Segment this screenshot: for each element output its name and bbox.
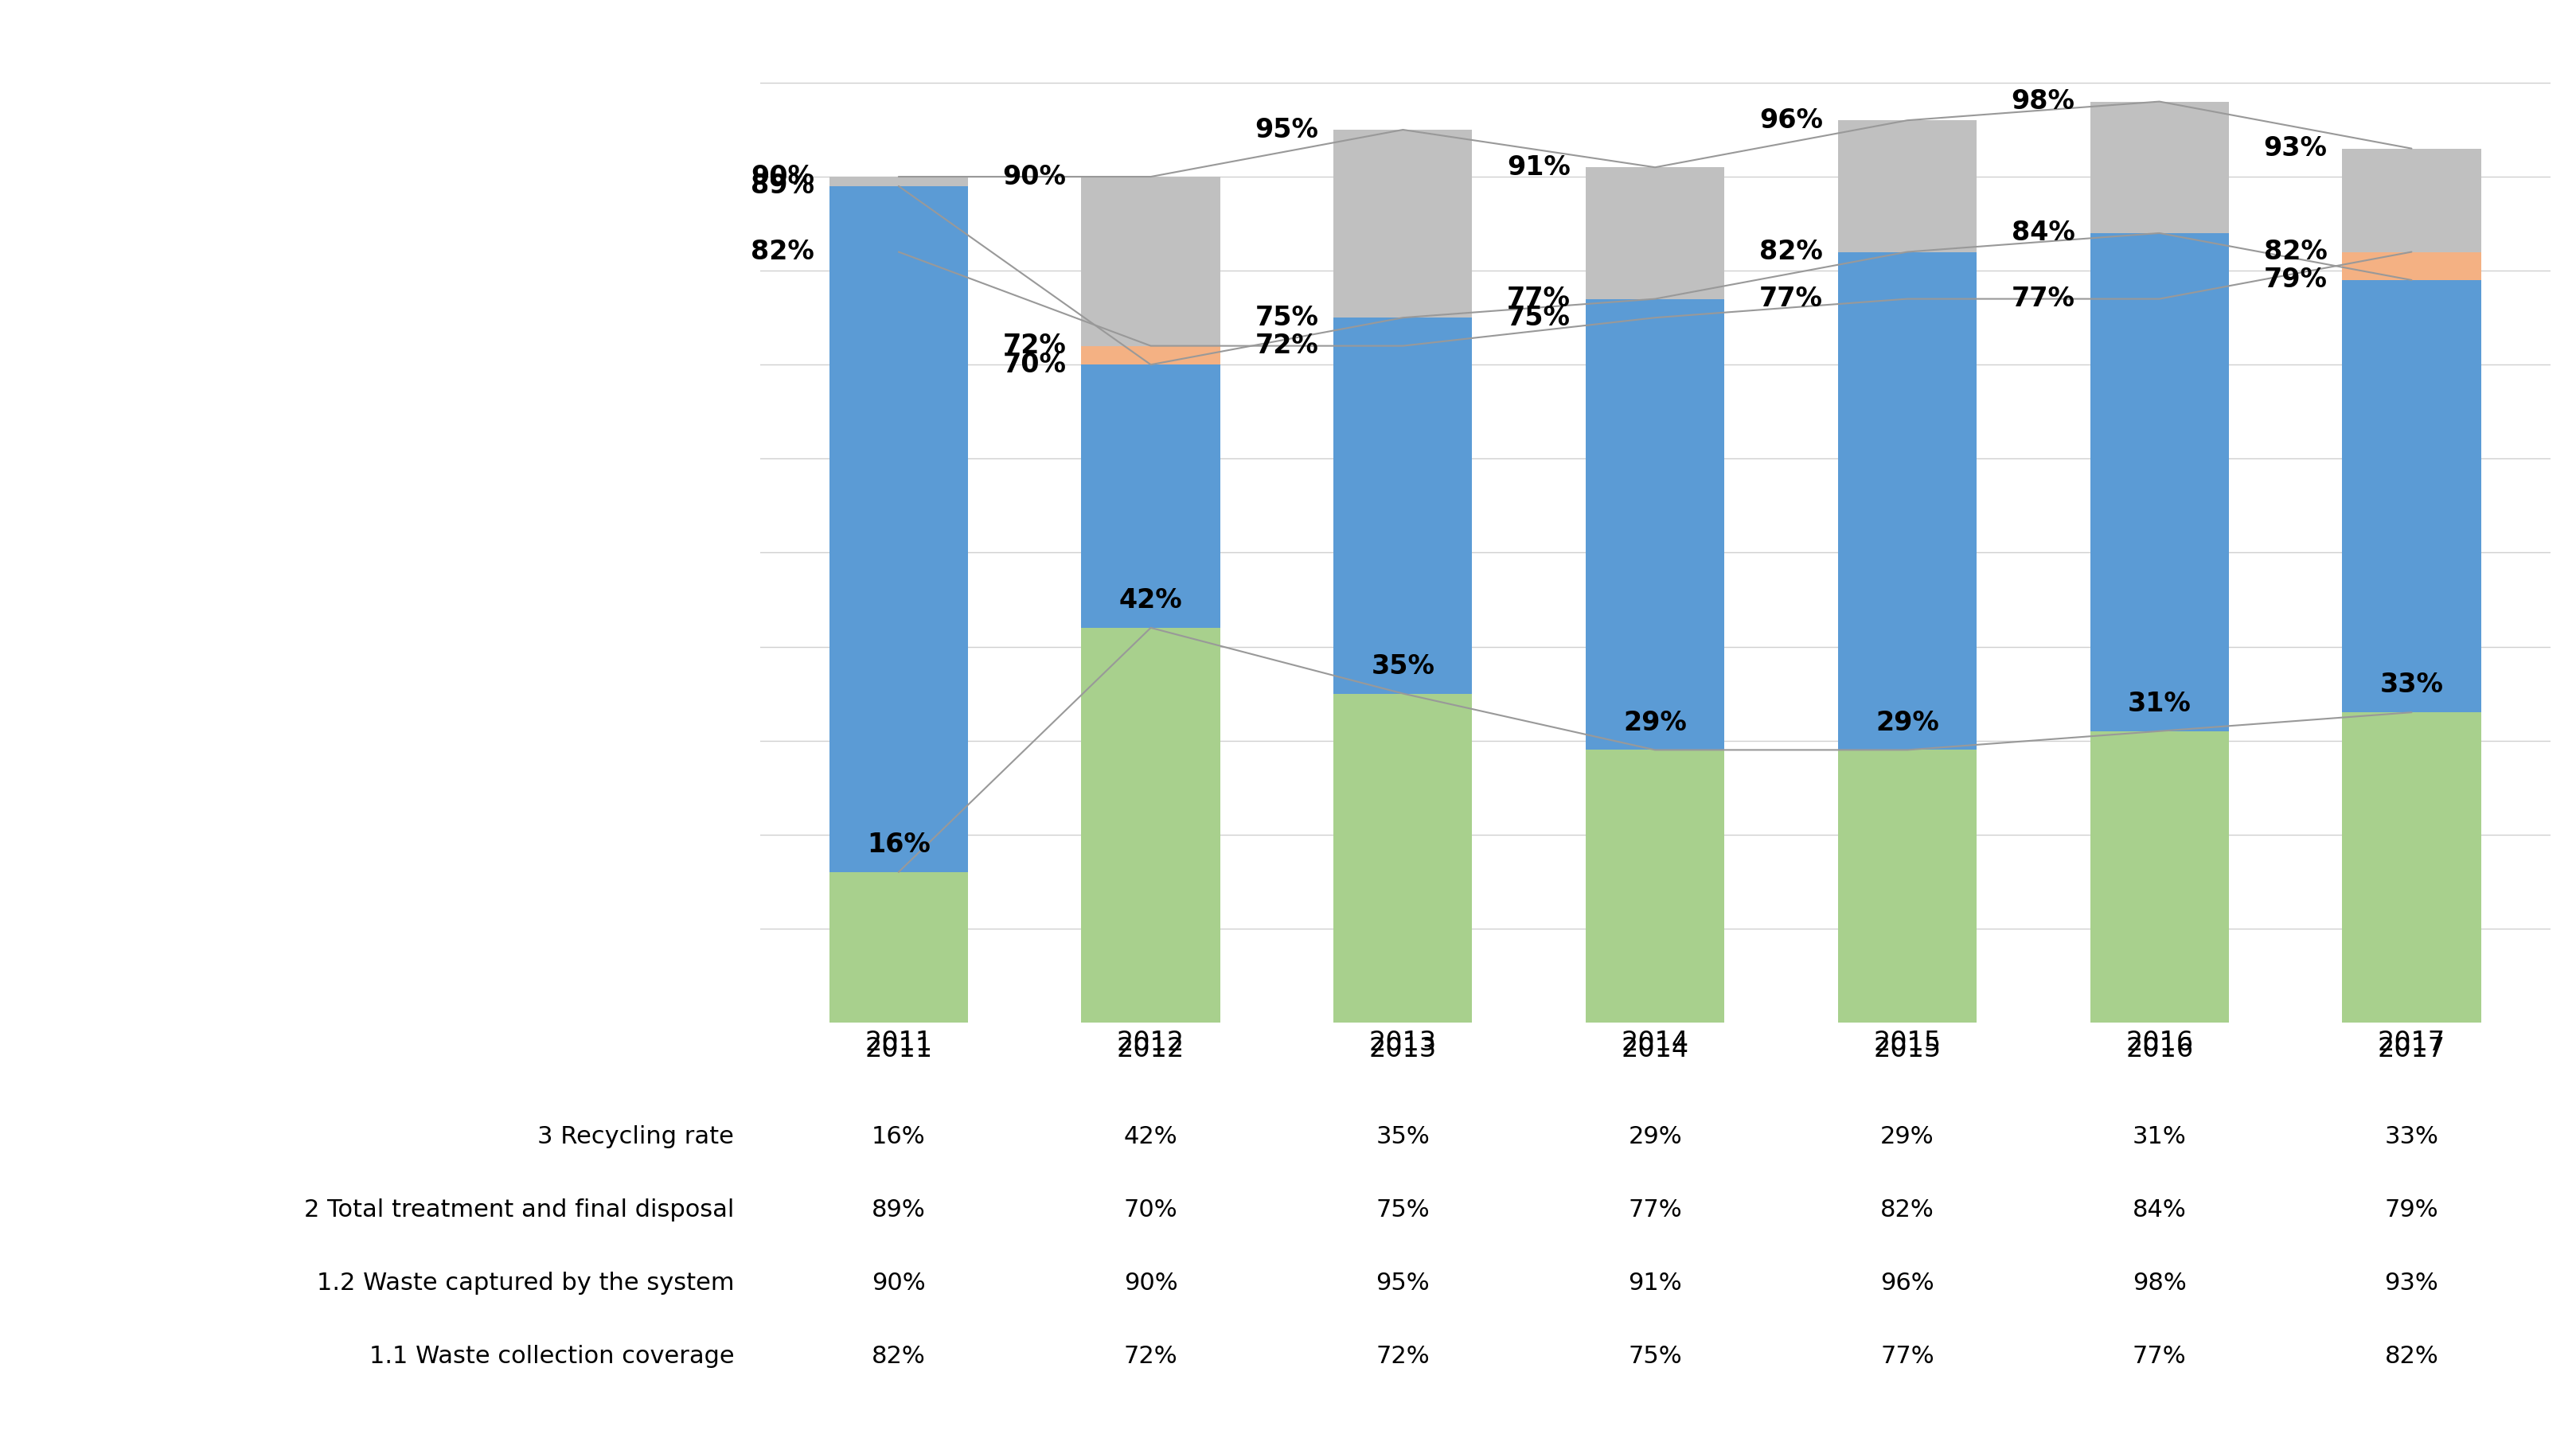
Text: 77%: 77% xyxy=(1507,286,1571,312)
Text: 90%: 90% xyxy=(1002,163,1066,190)
Bar xyxy=(2089,731,2228,1022)
Text: 72%: 72% xyxy=(1002,333,1066,359)
Bar xyxy=(1837,299,1976,1022)
Bar xyxy=(1334,694,1473,1022)
Text: 98%: 98% xyxy=(2012,89,2074,114)
Text: 77%: 77% xyxy=(2012,286,2074,312)
Bar xyxy=(2342,252,2481,1022)
Text: 16%: 16% xyxy=(871,1125,925,1148)
Text: 82%: 82% xyxy=(2385,1346,2439,1369)
Text: 89%: 89% xyxy=(750,173,814,199)
Bar xyxy=(1082,177,1221,1022)
Text: 42%: 42% xyxy=(1123,1125,1177,1148)
Text: 72%: 72% xyxy=(1376,1346,1430,1369)
Bar xyxy=(1587,317,1723,1022)
Text: 75%: 75% xyxy=(1376,1198,1430,1221)
Text: 96%: 96% xyxy=(1759,107,1824,133)
Text: 75%: 75% xyxy=(1507,305,1571,330)
Bar xyxy=(1587,167,1723,1022)
Text: 90%: 90% xyxy=(871,1271,925,1294)
Text: 72%: 72% xyxy=(1123,1346,1177,1369)
Bar xyxy=(1082,365,1221,1022)
Text: 93%: 93% xyxy=(2385,1271,2439,1294)
Text: 79%: 79% xyxy=(2385,1198,2439,1221)
Bar xyxy=(829,872,969,1022)
Bar xyxy=(1587,299,1723,1022)
Text: 84%: 84% xyxy=(2012,220,2074,246)
Text: 35%: 35% xyxy=(1370,654,1435,679)
Bar xyxy=(1587,749,1723,1022)
Text: 3 Recycling rate: 3 Recycling rate xyxy=(538,1125,734,1148)
Text: 33%: 33% xyxy=(2380,672,2445,698)
Text: 70%: 70% xyxy=(1123,1198,1177,1221)
Text: 2015: 2015 xyxy=(1873,1030,1942,1055)
Text: 29%: 29% xyxy=(1628,1125,1682,1148)
Bar xyxy=(2089,299,2228,1022)
Bar xyxy=(1837,120,1976,1022)
Text: 82%: 82% xyxy=(871,1346,925,1369)
Bar xyxy=(1334,130,1473,1022)
Bar xyxy=(1837,749,1976,1022)
Bar xyxy=(1334,317,1473,1022)
Bar xyxy=(2342,149,2481,1022)
Text: 77%: 77% xyxy=(1628,1198,1682,1221)
Text: 2014: 2014 xyxy=(1620,1030,1690,1055)
Bar xyxy=(2342,280,2481,1022)
Text: 79%: 79% xyxy=(2264,267,2326,293)
Text: 77%: 77% xyxy=(1759,286,1824,312)
Text: 2016: 2016 xyxy=(2125,1030,2192,1055)
Text: 96%: 96% xyxy=(1880,1271,1935,1294)
Text: 1.2 Waste captured by the system: 1.2 Waste captured by the system xyxy=(317,1271,734,1294)
Text: 2012: 2012 xyxy=(1118,1030,1185,1055)
Text: 91%: 91% xyxy=(1628,1271,1682,1294)
Text: 82%: 82% xyxy=(750,239,814,265)
Bar xyxy=(1837,252,1976,1022)
Bar xyxy=(1082,628,1221,1022)
Text: 91%: 91% xyxy=(1507,154,1571,180)
Text: 90%: 90% xyxy=(750,163,814,190)
Bar xyxy=(2089,102,2228,1022)
Text: 42%: 42% xyxy=(1118,588,1182,613)
Text: 2011: 2011 xyxy=(866,1030,933,1055)
Text: 82%: 82% xyxy=(1759,239,1824,265)
Bar xyxy=(2342,712,2481,1022)
Text: 90%: 90% xyxy=(1123,1271,1177,1294)
Text: 2013: 2013 xyxy=(1368,1030,1437,1055)
Text: 29%: 29% xyxy=(1875,709,1940,736)
Text: 75%: 75% xyxy=(1628,1346,1682,1369)
Text: 72%: 72% xyxy=(1255,333,1319,359)
Text: 31%: 31% xyxy=(2133,1125,2187,1148)
Text: 93%: 93% xyxy=(2264,136,2326,162)
Text: 35%: 35% xyxy=(1376,1125,1430,1148)
Text: 16%: 16% xyxy=(868,832,930,858)
Text: 84%: 84% xyxy=(2133,1198,2187,1221)
Bar xyxy=(1334,346,1473,1022)
Text: 2 Total treatment and final disposal: 2 Total treatment and final disposal xyxy=(304,1198,734,1221)
Bar xyxy=(829,252,969,1022)
Text: 75%: 75% xyxy=(1255,305,1319,330)
Text: 89%: 89% xyxy=(871,1198,925,1221)
Text: 95%: 95% xyxy=(1255,117,1319,143)
Text: 77%: 77% xyxy=(1880,1346,1935,1369)
Text: 98%: 98% xyxy=(2133,1271,2187,1294)
Text: 82%: 82% xyxy=(2264,239,2326,265)
Text: 1.1 Waste collection coverage: 1.1 Waste collection coverage xyxy=(368,1346,734,1369)
Bar xyxy=(2089,233,2228,1022)
Bar xyxy=(829,186,969,1022)
Text: 29%: 29% xyxy=(1880,1125,1935,1148)
Text: 95%: 95% xyxy=(1376,1271,1430,1294)
Text: 29%: 29% xyxy=(1623,709,1687,736)
Bar xyxy=(829,177,969,1022)
Text: 77%: 77% xyxy=(2133,1346,2187,1369)
Text: 33%: 33% xyxy=(2385,1125,2439,1148)
Text: 31%: 31% xyxy=(2128,691,2192,716)
Text: 82%: 82% xyxy=(1880,1198,1935,1221)
Text: 2017: 2017 xyxy=(2378,1030,2445,1055)
Text: 70%: 70% xyxy=(1002,352,1066,378)
Bar xyxy=(1082,346,1221,1022)
